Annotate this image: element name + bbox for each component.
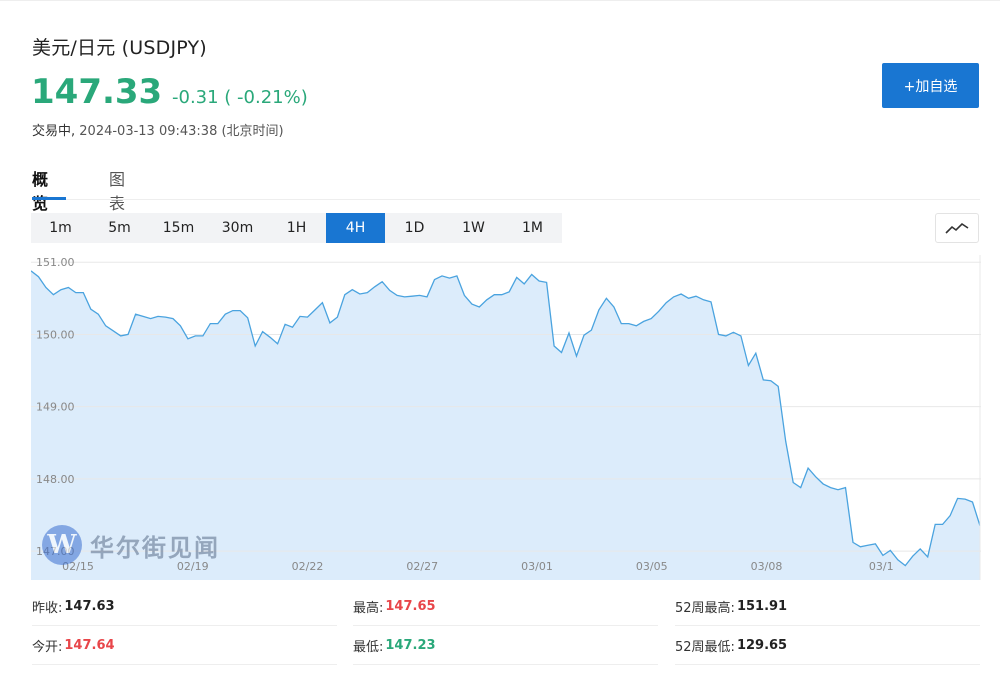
stat-label: 52周最低: [675,639,735,655]
stat-value: 147.23 [385,637,436,653]
stat-divider [675,664,980,665]
stat-value: 129.65 [736,637,788,653]
stat-open: 今开: 147.64 [32,626,115,664]
x-tick-label: 03/1 [869,560,894,573]
add-favorite-button[interactable]: +加自选 [882,63,979,108]
status-label: 交易中, [32,124,76,139]
watermark: W 华尔街见闻 [42,525,220,565]
chart-type-button[interactable] [935,213,979,243]
period-1d[interactable]: 1D [404,220,425,236]
top-divider [0,0,1000,1]
watermark-text: 华尔街见闻 [90,532,220,562]
period-1mo[interactable]: 1M [522,220,543,236]
stat-value: 151.91 [736,598,788,614]
period-1h[interactable]: 1H [286,220,307,236]
tab-chart[interactable]: 图表 [109,170,126,213]
last-price: 147.33 [31,72,163,112]
y-tick-label: 148.00 [36,473,75,486]
quote-timestamp: 2024-03-13 09:43:38 (北京时间) [79,124,284,139]
stat-divider [675,625,980,626]
period-30m[interactable]: 30m [221,220,254,236]
y-tick-label: 151.00 [36,256,75,269]
tab-overview[interactable]: 概览 [32,170,49,213]
stat-divider [32,664,337,665]
tab-divider [32,199,980,200]
stat-low: 最低: 147.23 [353,626,436,664]
period-selector: 1m 5m 15m 30m 1H 4H 1D 1W 1M [31,213,562,243]
stat-divider [32,625,337,626]
price-chart[interactable]: 151.00150.00149.00148.00147.0002/1502/19… [31,255,981,580]
watermark-logo: W [42,525,82,565]
period-4h[interactable]: 4H [326,213,385,243]
x-tick-label: 03/01 [521,560,553,573]
stat-label: 52周最高: [675,600,735,616]
period-15m[interactable]: 15m [162,220,195,236]
period-5m[interactable]: 5m [108,220,131,236]
stat-divider [353,625,658,626]
period-1m[interactable]: 1m [49,220,72,236]
x-tick-label: 02/19 [177,560,209,573]
stat-label: 最低: [353,639,384,655]
stat-high: 最高: 147.65 [353,587,436,625]
x-tick-label: 02/22 [292,560,324,573]
trading-status: 交易中, 2024-03-13 09:43:38 (北京时间) [32,120,284,139]
period-1w[interactable]: 1W [462,220,485,236]
stat-value: 147.63 [64,598,115,614]
stat-label: 最高: [353,600,384,616]
price-chart-svg: 151.00150.00149.00148.00147.0002/1502/19… [31,255,981,580]
active-tab-indicator [32,197,66,200]
x-tick-label: 03/08 [751,560,783,573]
line-chart-icon [945,222,969,234]
stat-label: 今开: [32,639,63,655]
x-tick-label: 02/27 [406,560,438,573]
stat-52w-low: 52周最低: 129.65 [675,626,787,664]
instrument-title: 美元/日元 (USDJPY) [32,37,207,59]
stat-value: 147.64 [64,637,115,653]
price-line [31,270,981,567]
stat-divider [353,664,658,665]
price-area [31,270,980,580]
y-tick-label: 149.00 [36,401,75,414]
stat-52w-high: 52周最高: 151.91 [675,587,787,625]
stat-prev-close: 昨收: 147.63 [32,587,115,625]
stat-value: 147.65 [385,598,436,614]
x-tick-label: 03/05 [636,560,668,573]
y-tick-label: 150.00 [36,328,75,341]
price-change: -0.31 ( -0.21%) [172,87,308,108]
stat-label: 昨收: [32,600,63,616]
